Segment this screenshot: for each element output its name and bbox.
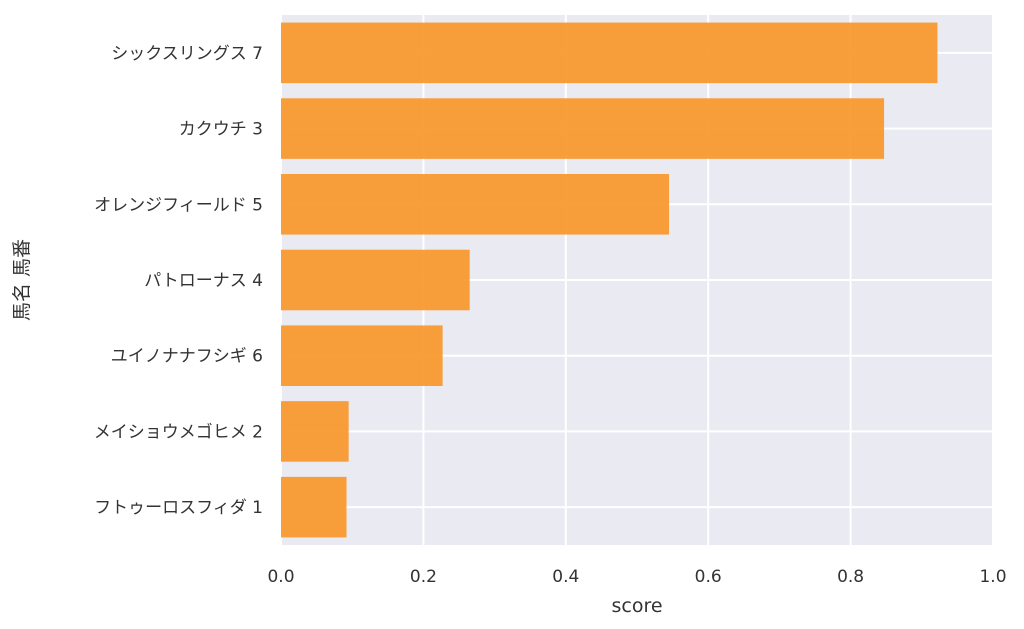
x-tick-labels: 0.0 0.2 0.4 0.6 0.8 1.0	[267, 567, 1006, 587]
x-tick-label: 0.4	[552, 567, 579, 587]
bar	[281, 249, 470, 311]
bar	[281, 174, 670, 235]
category-label: シックスリングス 7	[111, 44, 263, 64]
x-tick-label: 0.6	[695, 567, 722, 587]
bar	[281, 22, 938, 84]
category-label: メイショウメゴヒメ 2	[94, 421, 263, 442]
category-label: カクウチ 3	[179, 120, 263, 140]
y-axis-label: 馬名 馬番	[11, 239, 33, 321]
category-label: ユイノナナフシギ 6	[111, 347, 263, 367]
category-label: フトゥーロスフィダ 1	[94, 498, 263, 518]
bar	[281, 325, 443, 386]
x-axis-label: score	[611, 595, 662, 617]
x-tick-label: 0.0	[267, 567, 294, 587]
bar	[281, 98, 885, 159]
bars	[281, 22, 938, 538]
x-tick-label: 0.8	[837, 567, 864, 587]
category-labels: シックスリングス 7 カクウチ 3 オレンジフィールド 5 パトローナス 4 ユイノナナ…	[94, 44, 263, 518]
bar	[281, 476, 347, 538]
bar	[281, 401, 349, 462]
x-tick-label: 0.2	[410, 567, 437, 587]
x-tick-label: 1.0	[979, 567, 1006, 587]
category-label: オレンジフィールド 5	[94, 195, 263, 215]
category-label: パトローナス 4	[144, 271, 263, 291]
